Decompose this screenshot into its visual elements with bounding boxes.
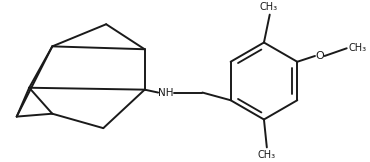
Text: CH₃: CH₃ bbox=[349, 43, 367, 53]
Text: CH₃: CH₃ bbox=[260, 2, 278, 12]
Text: O: O bbox=[315, 51, 324, 61]
Text: NH: NH bbox=[158, 87, 174, 98]
Text: CH₃: CH₃ bbox=[258, 150, 276, 160]
